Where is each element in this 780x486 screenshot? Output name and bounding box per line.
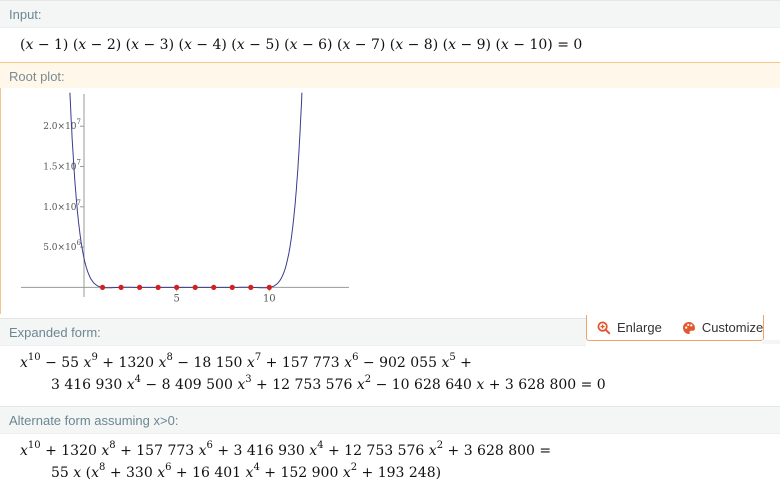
root-plot-chart: 5 10 5.0×106 1.0×107 1.5×107 2.0×107 xyxy=(21,92,349,304)
zoom-icon xyxy=(597,321,611,335)
input-rhs: = 0 xyxy=(552,37,583,53)
root-plot-pod-header: Root plot: xyxy=(0,62,780,90)
input-factor: (x − 1) xyxy=(20,37,69,53)
alternate-term: + 12 753 576 x xyxy=(323,443,437,459)
input-factor: (x − 2) xyxy=(68,37,122,53)
expanded-term: + 1320 x xyxy=(97,355,167,371)
expanded-form-line-1: x10 − 55 x9 + 1320 x8 − 18 150 x7 + 157 … xyxy=(20,352,472,372)
expanded-term: − 10 628 640 x + 3 628 800 = 0 xyxy=(371,377,606,393)
alternate-term: x xyxy=(20,443,28,459)
alternate-term: + 1320 x xyxy=(40,443,110,459)
input-factor: (x − 8) xyxy=(385,37,439,53)
expanded-exponent: 2 xyxy=(364,374,372,385)
input-factor: (x − 9) xyxy=(438,37,491,53)
alternate-exponent: 10 xyxy=(27,440,41,451)
input-factor: (x − 7) xyxy=(332,37,386,53)
input-pod-title: Input: xyxy=(9,7,42,22)
customize-label: Customize xyxy=(701,320,764,335)
expanded-term: x xyxy=(20,355,28,371)
expanded-term: + 12 753 576 x xyxy=(251,377,365,393)
expanded-exponent: 7 xyxy=(254,352,262,363)
alternate-term: + 3 628 800 = xyxy=(443,443,552,459)
root-point xyxy=(118,284,124,290)
root-point xyxy=(248,284,254,290)
alternate-term: + 193 248) xyxy=(357,465,442,481)
y-tick-label: 1.5×107 xyxy=(43,159,81,173)
expanded-exponent: 5 xyxy=(449,352,456,363)
expanded-form-pod-title: Expanded form: xyxy=(9,325,101,340)
root-point xyxy=(266,284,272,290)
expanded-exponent: 10 xyxy=(27,352,41,363)
root-point xyxy=(99,284,106,290)
enlarge-label: Enlarge xyxy=(617,320,662,335)
alternate-exponent: 8 xyxy=(99,462,106,473)
alternate-form-line-1: x10 + 1320 x8 + 157 773 x6 + 3 416 930 x… xyxy=(20,440,552,460)
root-point xyxy=(211,284,217,290)
root-point xyxy=(136,284,143,290)
root-point xyxy=(174,284,180,290)
expanded-term: − 902 055 x xyxy=(358,355,450,371)
expanded-exponent: 3 xyxy=(245,374,252,385)
alternate-exponent: 4 xyxy=(317,440,324,451)
alternate-term: 55 x (x xyxy=(51,465,99,481)
x-tick-label: 10 xyxy=(263,293,276,304)
y-tick-label: 1.0×107 xyxy=(43,199,81,213)
alternate-exponent: 8 xyxy=(109,440,116,451)
expanded-exponent: 8 xyxy=(166,352,173,363)
expanded-form-pod-header-right xyxy=(762,340,780,344)
polynomial-curve xyxy=(69,92,303,289)
expanded-exponent: 9 xyxy=(91,352,98,363)
alternate-exponent: 2 xyxy=(350,462,358,473)
expanded-term: + 157 773 x xyxy=(261,355,353,371)
alternate-form-pod-header: Alternate form assuming x>0: xyxy=(0,406,780,434)
y-tick-label: 2.0×107 xyxy=(43,118,81,132)
input-factor: (x − 5) xyxy=(226,37,280,53)
input-factor: (x − 10) xyxy=(491,37,553,53)
expanded-exponent: 6 xyxy=(352,352,359,363)
x-tick-label: 5 xyxy=(173,293,179,304)
alternate-term: + 152 900 x xyxy=(259,465,351,481)
input-pod-header: Input: xyxy=(0,0,780,28)
palette-icon xyxy=(682,321,695,334)
alternate-exponent: 4 xyxy=(253,462,260,473)
alternate-form-pod-title: Alternate form assuming x>0: xyxy=(9,413,179,428)
root-point xyxy=(229,284,235,290)
y-tick-label: 5.0×106 xyxy=(43,239,81,253)
root-point xyxy=(192,284,198,290)
root-plot-pod-title: Root plot: xyxy=(9,69,65,84)
root-plot-area[interactable]: 5 10 5.0×106 1.0×107 1.5×107 2.0×107 xyxy=(0,88,780,314)
alternate-term: + 330 x xyxy=(105,465,166,481)
alternate-exponent: 2 xyxy=(436,440,444,451)
expanded-term: − 8 409 500 x xyxy=(140,377,246,393)
input-factor: (x − 3) xyxy=(121,37,175,53)
expanded-term: − 55 x xyxy=(40,355,92,371)
expanded-form-line-2: 3 416 930 x4 − 8 409 500 x3 + 12 753 576… xyxy=(51,374,606,394)
input-factor: (x − 4) xyxy=(174,37,227,53)
alternate-term: + 3 416 930 x xyxy=(212,443,318,459)
alternate-term: + 16 401 x xyxy=(171,465,254,481)
expanded-term: − 18 150 x xyxy=(172,355,255,371)
alternate-term: + 157 773 x xyxy=(115,443,207,459)
root-point xyxy=(155,284,161,290)
customize-button[interactable]: Customize xyxy=(672,320,763,335)
expanded-term: 3 416 930 x xyxy=(51,377,135,393)
input-equation: (x − 1) (x − 2) (x − 3) (x − 4) (x − 5) … xyxy=(20,37,582,53)
alternate-exponent: 6 xyxy=(165,462,172,473)
expanded-exponent: 4 xyxy=(134,374,141,385)
input-factor: (x − 6) xyxy=(279,37,333,53)
pod-toolbar: Enlarge Customize xyxy=(586,315,764,341)
expanded-term: + xyxy=(455,355,472,371)
enlarge-button[interactable]: Enlarge xyxy=(587,320,662,335)
expanded-form-pod-header: Expanded form: xyxy=(0,318,586,346)
alternate-exponent: 6 xyxy=(206,440,213,451)
alternate-form-line-2: 55 x (x8 + 330 x6 + 16 401 x4 + 152 900 … xyxy=(51,462,442,482)
